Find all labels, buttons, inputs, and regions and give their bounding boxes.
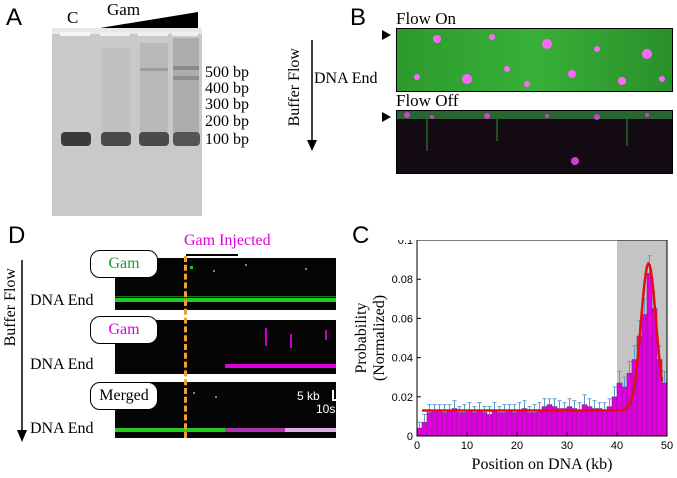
buffer-flow-b-arrow xyxy=(307,40,317,151)
y-axis-label: Probability xyxy=(353,302,370,373)
x-tick-label: 30 xyxy=(561,440,573,452)
gam-injected-bar xyxy=(186,254,238,256)
histogram-bar xyxy=(521,408,528,437)
injection-dashed-line xyxy=(184,256,187,438)
ladder-500: 500 bp xyxy=(205,64,249,81)
histogram-bar xyxy=(556,408,563,437)
scale-t-label: 10s xyxy=(316,402,336,416)
histogram-bar xyxy=(476,410,483,437)
y-axis-label-2: (Normalized) xyxy=(371,295,388,381)
histogram-bar xyxy=(601,410,608,437)
histogram-bar xyxy=(441,412,448,437)
dna-end-row2: DNA End xyxy=(30,356,94,373)
dna-end-label-b: DNA End xyxy=(314,70,378,87)
histogram-bar xyxy=(461,412,468,437)
dna-end-row3: DNA End xyxy=(30,420,94,437)
flow-on-arrowhead-icon xyxy=(382,30,391,40)
gam-injected-label: Gam Injected xyxy=(184,232,271,249)
histogram-bar xyxy=(621,386,628,437)
x-tick-label: 50 xyxy=(661,440,673,452)
histogram-bar xyxy=(596,408,603,437)
histogram-bar xyxy=(501,412,508,437)
panel-d-letter: D xyxy=(8,222,26,249)
x-axis-label: Position on DNA (kb) xyxy=(472,456,613,473)
y-tick-label: 0 xyxy=(407,431,413,443)
plot-frame xyxy=(416,240,668,437)
histogram-bar xyxy=(456,412,463,437)
kymo-tag-gam-magenta: Gam xyxy=(90,316,158,344)
kymo-tag-gam-green: Gam xyxy=(90,250,158,278)
fit-curve xyxy=(422,261,664,412)
ladder-300: 300 bp xyxy=(205,96,249,113)
y-tick-label: 0.06 xyxy=(392,313,413,325)
y-tick-label: 0.08 xyxy=(392,274,413,286)
histogram-bar xyxy=(531,412,538,437)
y-tick-label: 0.02 xyxy=(392,392,413,404)
ladder-200: 200 bp xyxy=(205,113,249,130)
scale-x-label: 5 kb xyxy=(297,389,320,403)
gel-bands xyxy=(52,28,202,216)
histogram-bar xyxy=(421,421,428,437)
kymo-merged-canvas xyxy=(115,392,336,432)
histogram-bar xyxy=(496,412,503,437)
histogram-bar xyxy=(416,427,423,437)
histogram-bar xyxy=(611,396,618,437)
panel-c-letter: C xyxy=(352,222,370,249)
x-tick-label: 0 xyxy=(414,440,420,452)
flow-on-label: Flow On xyxy=(396,9,456,28)
histogram-bar xyxy=(426,412,433,437)
histogram-bar xyxy=(646,273,653,437)
histogram-bar xyxy=(506,410,513,437)
x-tick-label: 40 xyxy=(611,440,623,452)
gam-gradient-wedge xyxy=(100,12,198,28)
panel-c-chart: 0 10 20 30 40 50 0 0.02 0.04 0.06 0.08 0.1 Position … xyxy=(353,240,673,473)
x-tick-label: 10 xyxy=(461,440,473,452)
lane-control-label: C xyxy=(67,8,79,27)
buffer-flow-b-label: Buffer Flow xyxy=(286,48,303,127)
flow-on-image xyxy=(396,28,673,92)
histogram-bar xyxy=(536,410,543,437)
ladder-400: 400 bp xyxy=(205,80,249,97)
histogram-bar xyxy=(526,412,533,437)
histogram-bar xyxy=(491,410,498,437)
flow-off-arrowhead-icon xyxy=(382,112,391,122)
dna-end-row1: DNA End xyxy=(30,292,94,309)
histogram-bar xyxy=(486,414,493,437)
histogram-bar xyxy=(436,410,443,437)
histogram-bar xyxy=(591,408,598,437)
kymo-merged xyxy=(115,382,336,438)
histogram-bar xyxy=(576,410,583,437)
y-tick-label: 0.1 xyxy=(398,240,413,247)
histogram-bar xyxy=(466,410,473,437)
flow-on-image-canvas xyxy=(397,29,672,91)
scale-bar-icon xyxy=(332,390,337,401)
kymo-gam-magenta-canvas xyxy=(225,328,336,368)
kymo-gam-green-canvas xyxy=(115,264,336,302)
histogram-bar xyxy=(431,410,438,437)
panel-a-letter: A xyxy=(6,4,23,31)
histogram-bar xyxy=(516,410,523,437)
flow-off-image-canvas xyxy=(397,111,672,173)
histogram-bar xyxy=(511,412,518,437)
gel-image xyxy=(52,28,202,216)
buffer-flow-d-arrow xyxy=(17,260,27,442)
histogram-bar xyxy=(571,408,578,437)
ladder-100: 100 bp xyxy=(205,131,249,148)
gam-label: Gam xyxy=(107,0,141,19)
histogram-bar xyxy=(661,382,668,437)
histogram-bar xyxy=(641,314,648,437)
panel-b-letter: B xyxy=(350,4,367,31)
kymo-tag-merged: Merged xyxy=(90,382,158,410)
flow-off-image xyxy=(396,110,673,174)
histogram-bar xyxy=(451,408,458,437)
flow-off-label: Flow Off xyxy=(396,91,459,110)
histogram-bar xyxy=(446,410,453,437)
histogram-bar xyxy=(561,408,568,437)
y-tick-label: 0.04 xyxy=(392,353,413,365)
histogram-bar xyxy=(481,412,488,437)
x-tick-label: 20 xyxy=(511,440,523,452)
histogram-bar xyxy=(471,412,478,437)
